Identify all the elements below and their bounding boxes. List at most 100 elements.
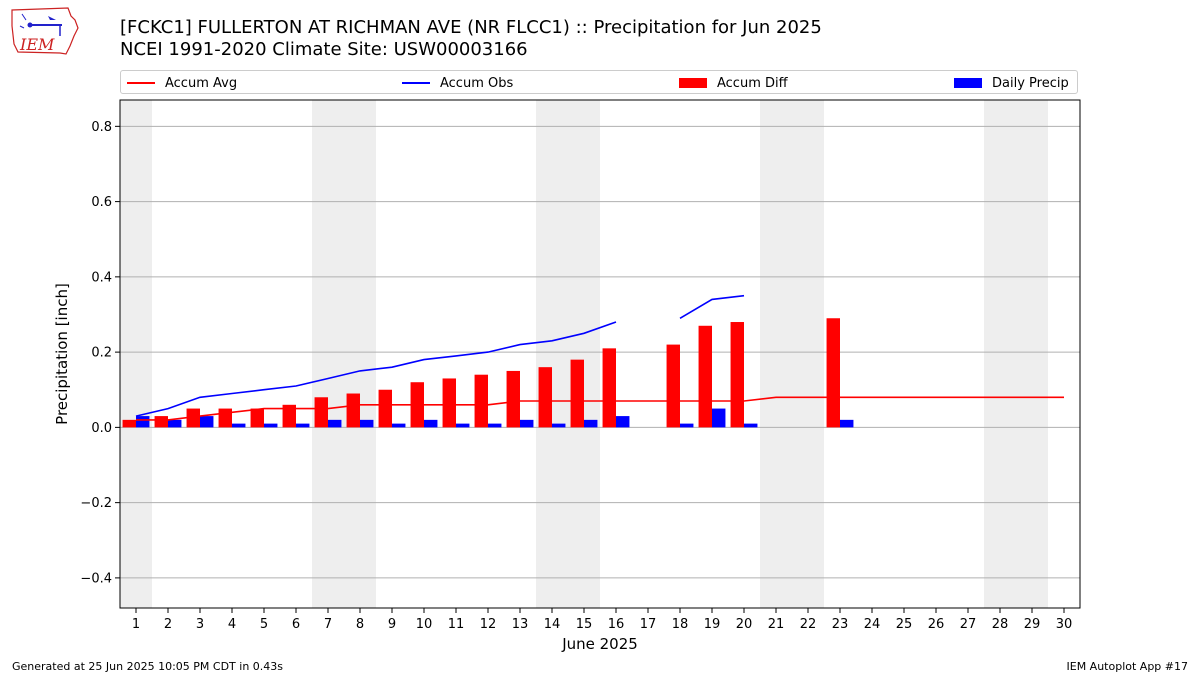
iem-logo-graphic: IEM: [11, 7, 79, 55]
daily-precip-bar: [136, 416, 150, 428]
x-tick-label: 16: [608, 617, 625, 632]
y-tick-label: 0.4: [91, 270, 112, 285]
weekend-shade: [760, 100, 792, 608]
daily-precip-bar: [712, 408, 726, 428]
accum-diff-bar: [122, 419, 136, 428]
accum-diff-bar: [282, 404, 296, 428]
plot-frame: [119, 99, 1081, 609]
daily-precip-bar: [584, 419, 598, 428]
accum-diff-bar: [602, 348, 616, 428]
legend-accum-avg: Accum Avg: [127, 71, 237, 95]
x-tick-label: 20: [736, 617, 753, 632]
accum-obs-line: [679, 294, 745, 319]
x-tick-label: 15: [576, 617, 593, 632]
y-tick-label: −0.4: [80, 571, 112, 586]
x-tick-label: 18: [672, 617, 689, 632]
accum-obs-line: [135, 321, 617, 417]
accum-diff-bar: [378, 389, 392, 428]
x-tick-label: 21: [768, 617, 785, 632]
x-tick-label: 13: [512, 617, 529, 632]
x-tick-label: 12: [480, 617, 497, 632]
accum-diff-bar: [698, 325, 712, 428]
y-tick-label: 0.0: [91, 421, 112, 436]
x-tick-label: 23: [832, 617, 849, 632]
accum-diff-bar: [186, 408, 200, 428]
x-tick-label: 10: [416, 617, 433, 632]
daily-precip-bar: [488, 423, 502, 428]
weekend-shade: [792, 100, 824, 608]
chart-title: [FCKC1] FULLERTON AT RICHMAN AVE (NR FLC…: [120, 17, 822, 38]
daily-precip-bar: [360, 419, 374, 428]
daily-precip-bar: [680, 423, 694, 428]
weekend-shade: [312, 100, 344, 608]
legend: Accum Avg Accum Obs Accum Diff Daily Pre…: [120, 70, 1078, 94]
weekend-shade: [344, 100, 376, 608]
accum-avg-line: [136, 396, 1064, 421]
daily-precip-bar: [520, 419, 534, 428]
x-tick-label: 3: [196, 617, 204, 632]
x-tick-label: 22: [800, 617, 817, 632]
daily-precip-bar: [616, 416, 630, 428]
weekend-shade: [568, 100, 600, 608]
y-tick-label: 0.8: [91, 120, 112, 135]
daily-precip-bar: [264, 423, 278, 428]
daily-precip-bar: [552, 423, 566, 428]
chart-subtitle: NCEI 1991-2020 Climate Site: USW00003166: [120, 39, 528, 60]
legend-daily-precip-label: Daily Precip: [992, 75, 1069, 91]
accum-diff-bar: [218, 408, 232, 428]
x-axis-label: June 2025: [561, 635, 638, 653]
y-tick-label: −0.2: [80, 496, 112, 511]
accum-diff-bar: [154, 416, 168, 428]
x-tick-label: 4: [228, 617, 236, 632]
x-tick-label: 27: [960, 617, 977, 632]
legend-accum-diff: Accum Diff: [679, 71, 788, 95]
legend-accum-avg-swatch: [127, 82, 155, 84]
x-tick-label: 1: [132, 617, 140, 632]
legend-accum-obs: Accum Obs: [402, 71, 513, 95]
weekend-shade: [536, 100, 568, 608]
x-tick-label: 25: [896, 617, 913, 632]
daily-precip-bar: [232, 423, 246, 428]
daily-precip-bar: [840, 419, 854, 428]
x-tick-label: 2: [164, 617, 172, 632]
accum-diff-bar: [826, 318, 840, 428]
accum-diff-bar: [570, 359, 584, 428]
y-tick-label: 0.6: [91, 195, 112, 210]
x-tick-label: 11: [448, 617, 465, 632]
accum-diff-bar: [538, 367, 552, 428]
y-tick-label: 0.2: [91, 346, 112, 361]
x-tick-label: 6: [292, 617, 300, 632]
legend-accum-diff-swatch: [679, 78, 707, 88]
y-axis-label: Precipitation [inch]: [53, 283, 71, 425]
accum-diff-bar: [506, 370, 520, 428]
accum-diff-bar: [314, 397, 328, 428]
daily-precip-bar: [392, 423, 406, 428]
x-tick-label: 14: [544, 617, 561, 632]
x-tick-label: 29: [1024, 617, 1041, 632]
accum-diff-bar: [730, 322, 744, 428]
x-tick-label: 24: [864, 617, 881, 632]
iem-logo: IEM: [8, 6, 80, 58]
x-tick-label: 9: [388, 617, 396, 632]
x-tick-label: 28: [992, 617, 1009, 632]
daily-precip-bar: [296, 423, 310, 428]
logo-text: IEM: [19, 35, 55, 54]
x-tick-label: 8: [356, 617, 364, 632]
legend-daily-precip: Daily Precip: [954, 71, 1069, 95]
legend-accum-obs-label: Accum Obs: [440, 75, 514, 91]
legend-accum-diff-label: Accum Diff: [717, 75, 788, 91]
daily-precip-bar: [168, 419, 182, 428]
weekend-shade: [120, 100, 152, 608]
daily-precip-bar: [456, 423, 470, 428]
accum-diff-bar: [474, 374, 488, 428]
x-tick-label: 7: [324, 617, 332, 632]
x-tick-label: 19: [704, 617, 721, 632]
weekend-shade: [1016, 100, 1048, 608]
daily-precip-bar: [424, 419, 438, 428]
daily-precip-bar: [200, 416, 214, 428]
footer-app: IEM Autoplot App #17: [1066, 660, 1189, 673]
accum-diff-bar: [346, 393, 360, 428]
daily-precip-bar: [744, 423, 758, 428]
legend-accum-obs-swatch: [402, 82, 430, 84]
